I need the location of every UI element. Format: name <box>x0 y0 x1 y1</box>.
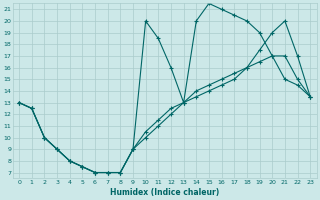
X-axis label: Humidex (Indice chaleur): Humidex (Indice chaleur) <box>110 188 219 197</box>
